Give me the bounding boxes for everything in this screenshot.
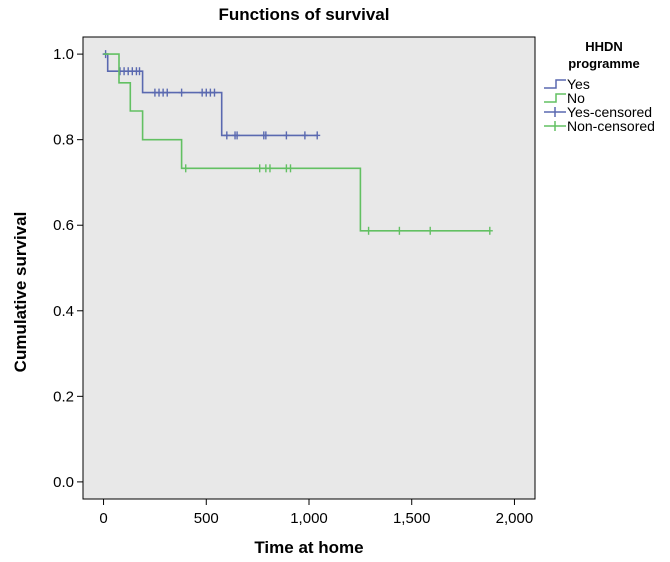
censor-mark-yes — [262, 131, 269, 140]
legend-label: No — [567, 90, 585, 106]
legend: HHDN programme YesNoYes-censoredNon-cens… — [544, 39, 655, 134]
legend-entry: No — [544, 90, 585, 106]
y-tick-label: 0.2 — [53, 388, 74, 405]
survival-curve-no — [103, 53, 490, 232]
x-axis-label: Time at home — [254, 538, 363, 557]
legend-entry: Yes-censored — [544, 104, 652, 120]
censor-mark-no — [486, 226, 493, 235]
censor-mark-yes — [211, 88, 218, 97]
censor-mark-yes — [301, 131, 308, 140]
legend-entry: Yes — [544, 76, 590, 92]
legend-label: Non-censored — [567, 118, 655, 134]
legend-title-line-1: HHDN — [585, 39, 623, 54]
censor-mark-no — [427, 226, 434, 235]
x-tick-label: 1,000 — [290, 510, 328, 527]
censor-mark-yes — [164, 88, 171, 97]
x-tick-label: 0 — [99, 510, 107, 527]
censor-mark-yes — [136, 67, 143, 76]
censor-mark-no — [182, 164, 189, 173]
series-layer — [102, 50, 493, 235]
y-tick-label: 0.8 — [53, 132, 74, 149]
censor-mark-yes — [314, 131, 321, 140]
x-axis: 0 500 1,000 1,500 2,000 — [99, 499, 533, 527]
x-tick-label: 2,000 — [496, 510, 534, 527]
y-axis-label: Cumulative survival — [11, 212, 30, 373]
y-axis: 0.0 0.2 0.4 0.6 0.8 1.0 — [53, 46, 83, 491]
censor-mark-yes — [283, 131, 290, 140]
legend-label: Yes — [567, 76, 590, 92]
survival-curve-yes — [103, 53, 318, 137]
censor-mark-no — [287, 164, 294, 173]
x-tick-label: 500 — [194, 510, 219, 527]
censor-mark-yes — [234, 131, 241, 140]
censor-mark-yes — [178, 88, 185, 97]
legend-line-swatch — [544, 93, 566, 103]
legend-line-swatch — [544, 79, 566, 89]
legend-title-line-2: programme — [568, 56, 640, 71]
y-tick-label: 1.0 — [53, 46, 74, 63]
legend-entry: Non-censored — [544, 118, 655, 134]
y-tick-label: 0.0 — [53, 474, 74, 491]
chart-title: Functions of survival — [219, 5, 390, 24]
y-tick-label: 0.4 — [53, 303, 74, 320]
censor-mark-no — [266, 164, 273, 173]
x-tick-label: 1,500 — [393, 510, 431, 527]
censor-mark-no — [256, 164, 263, 173]
y-tick-label: 0.6 — [53, 217, 74, 234]
legend-label: Yes-censored — [567, 104, 652, 120]
censor-mark-no — [365, 226, 372, 235]
censor-mark-no — [396, 226, 403, 235]
censor-mark-yes — [223, 131, 230, 140]
plot-area — [82, 36, 536, 500]
